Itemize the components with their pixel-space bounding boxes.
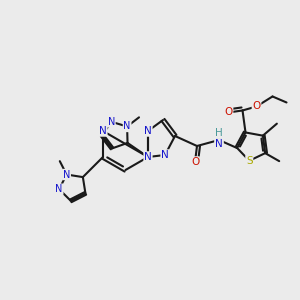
Text: N: N (108, 117, 115, 127)
Text: N: N (161, 150, 169, 160)
Text: N: N (99, 126, 107, 136)
Text: S: S (246, 156, 253, 166)
Text: N: N (56, 184, 63, 194)
Text: N: N (144, 126, 152, 136)
Text: N: N (215, 139, 223, 149)
Text: H: H (215, 135, 223, 145)
Text: N: N (123, 122, 131, 131)
Text: O: O (252, 101, 261, 112)
Text: N: N (63, 169, 70, 179)
Text: O: O (224, 107, 232, 118)
Text: N: N (144, 152, 152, 162)
Text: O: O (191, 157, 199, 167)
Text: H: H (215, 128, 223, 138)
